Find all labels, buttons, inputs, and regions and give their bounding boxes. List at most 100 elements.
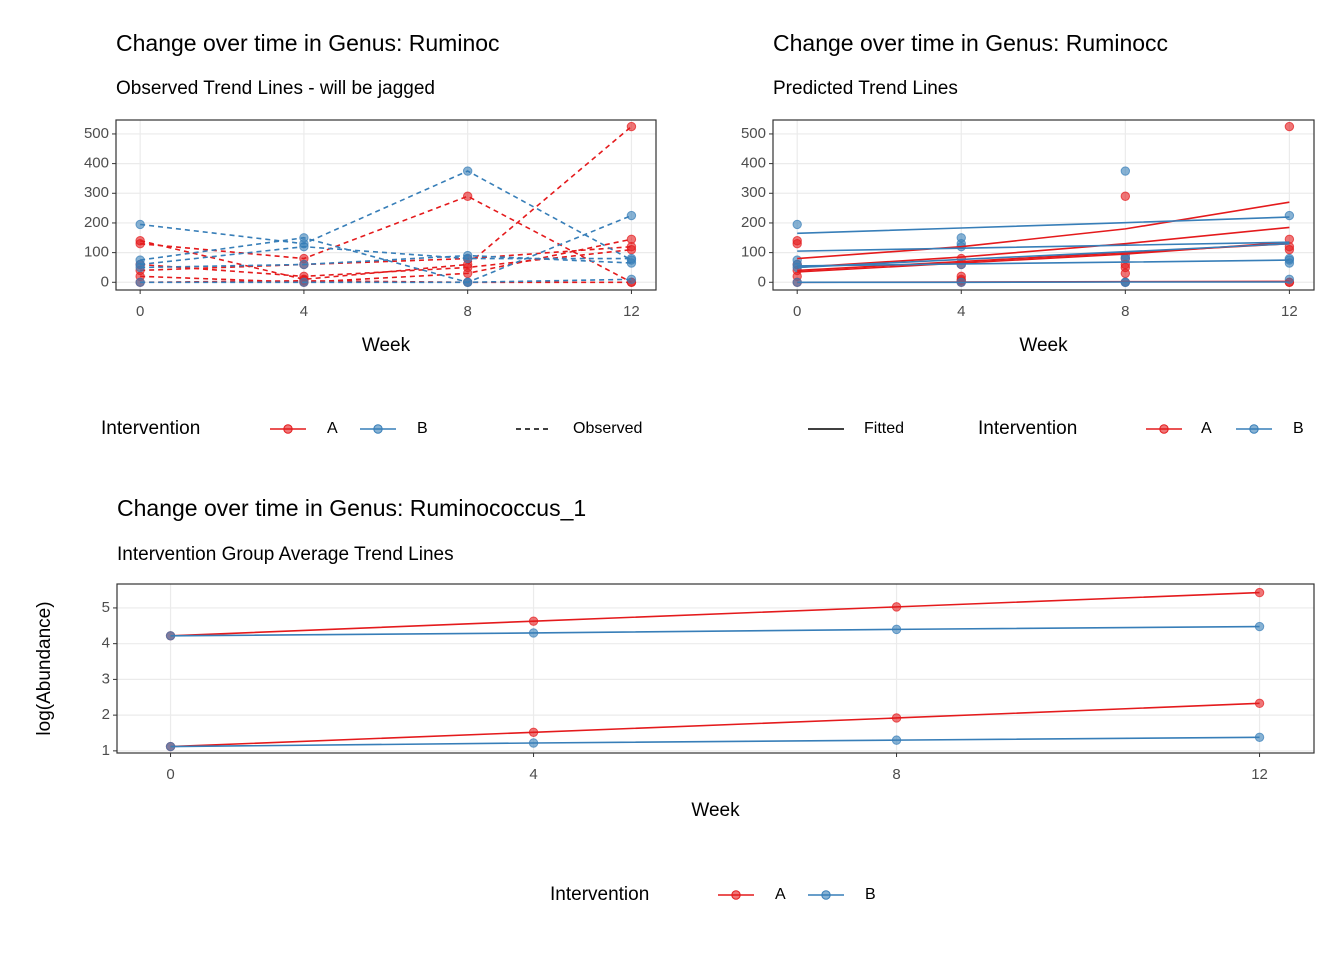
x-tick-label: 12 [1251,766,1268,783]
x-tick-label: 0 [166,766,174,783]
data-point [462,262,473,273]
data-point [1284,234,1295,244]
trend-line [797,259,1290,267]
legend-key-point [1159,424,1169,434]
chart-title: Change over time in Genus: Ruminococcus_… [117,495,586,521]
y-tick-label: 300 [741,184,766,201]
y-tick-label: 400 [741,155,766,172]
y-tick-label: 3 [102,670,110,687]
x-tick-label: 8 [464,303,472,320]
x-tick-label: 4 [300,303,308,320]
y-tick-label: 200 [741,214,766,231]
legend-key-point [1249,424,1259,434]
trend-line [140,170,632,261]
y-tick-label: 400 [84,155,109,172]
legend-label: A [775,886,786,903]
data-point [135,219,145,230]
legend-label: Observed [573,420,642,437]
data-point [299,241,309,252]
x-axis-title: Week [362,335,411,356]
trend-line [140,278,632,284]
trend-line [140,238,632,284]
legend-title: Intervention [101,418,200,439]
data-point [1254,621,1265,632]
y-tick-label: 1 [102,742,110,759]
x-tick-label: 12 [623,303,640,320]
x-tick-label: 0 [136,303,144,320]
x-axis-title: Week [691,800,740,821]
trend-line [797,242,1290,269]
trend-line [797,241,1290,252]
legend-label: Fitted [864,420,904,437]
x-tick-label: 4 [957,303,965,320]
y-tick-label: 500 [741,125,766,142]
data-point [462,277,473,287]
data-point [1254,732,1265,742]
plot-border [115,119,657,291]
data-point [891,624,902,635]
data-point [1120,191,1131,201]
x-tick-label: 4 [529,766,537,783]
legend-label: A [1201,420,1212,437]
legend-label: B [865,886,876,903]
plot-background [117,584,1314,753]
data-point [528,738,539,748]
trend-line [140,254,632,269]
legend-label: B [417,420,428,437]
trend-line [797,201,1290,260]
chart-subtitle: Observed Trend Lines - will be jagged [116,78,435,99]
trend-line [140,195,632,283]
y-tick-label: 5 [102,599,110,616]
legend-label: A [327,420,338,437]
trend-line [140,214,632,284]
data-point [462,166,473,176]
x-tick-label: 8 [892,766,900,783]
data-point [792,219,802,230]
data-point [135,259,145,270]
y-tick-label: 0 [101,273,109,290]
y-tick-label: 2 [102,706,110,723]
legend-key-point [731,890,741,900]
data-point [1284,210,1295,221]
data-point [891,602,902,612]
legend-key-point [283,424,293,434]
y-tick-label: 0 [758,273,766,290]
legend-title: Intervention [978,418,1077,439]
data-point [462,191,473,201]
x-tick-label: 12 [1281,303,1298,320]
data-point [626,210,637,221]
plot-border [772,119,1315,291]
data-point [462,253,473,264]
plot-background [116,120,656,290]
data-point [165,741,176,752]
data-point [299,277,309,287]
y-tick-label: 4 [102,635,110,652]
trend-line [170,736,1260,748]
trend-line [140,248,632,278]
trend-line [170,591,1260,637]
data-point [135,236,145,246]
y-axis-title: log(Abundance) [34,601,55,735]
data-point [135,277,145,287]
legend-title: Intervention [550,884,649,905]
y-tick-label: 100 [84,244,109,261]
data-point [1120,262,1131,273]
data-point [626,121,637,132]
data-point [299,259,309,270]
data-point [626,274,637,285]
trend-line [797,226,1290,269]
data-point [956,233,966,243]
chart-subtitle: Predicted Trend Lines [773,78,958,99]
data-point [1284,253,1295,264]
data-point [1120,166,1131,176]
chart-title: Change over time in Genus: Ruminocc [773,30,1168,56]
data-point [165,631,176,641]
data-point [626,244,637,255]
legend-label: B [1293,420,1304,437]
data-point [528,616,539,626]
trend-line [170,625,1260,637]
y-tick-label: 100 [741,244,766,261]
legend-key-point [821,890,831,900]
data-point [891,713,902,723]
y-tick-label: 500 [84,125,109,142]
